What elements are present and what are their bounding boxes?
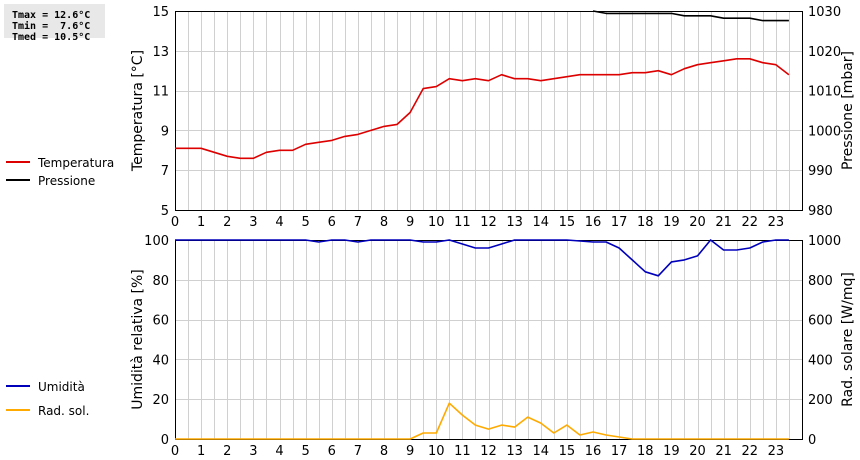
p1-y-right-label: Pressione [mbar] xyxy=(840,51,856,170)
p2-y-left-label: Umidità relativa [%] xyxy=(130,269,146,410)
p1-x-tick-label: 22 xyxy=(741,215,758,230)
p1-x-tick-label: 6 xyxy=(328,215,336,230)
p1-x-tick-label: 10 xyxy=(428,215,445,230)
p1-y-left-tick-label: 13 xyxy=(152,45,169,60)
p1-x-tick-label: 11 xyxy=(454,215,471,230)
p1-x-tick-label: 19 xyxy=(663,215,680,230)
p2-x-tick-label: 2 xyxy=(223,444,231,459)
p2-frame xyxy=(175,240,803,440)
p1-y-left-tick-label: 15 xyxy=(152,5,169,20)
p2-y-right-tick-label: 800 xyxy=(808,274,833,289)
p2-x-tick-label: 10 xyxy=(428,444,445,459)
p2-x-tick-label: 23 xyxy=(768,444,785,459)
p1-y-right-tick-label: 980 xyxy=(808,204,833,219)
p1-x-tick-label: 20 xyxy=(689,215,706,230)
p1-frame xyxy=(175,11,803,211)
p2-x-tick-label: 17 xyxy=(611,444,628,459)
p1-x-tick-label: 13 xyxy=(506,215,523,230)
p1-legend-label-pressione: Pressione xyxy=(38,174,95,188)
p1-x-tick-label: 2 xyxy=(223,215,231,230)
p2-x-tick-label: 11 xyxy=(454,444,471,459)
p2-y-right-tick-label: 400 xyxy=(808,353,833,368)
p1-y-left-tick-label: 7 xyxy=(161,164,169,179)
p1-x-tick-label: 21 xyxy=(715,215,732,230)
p2-legend-label-rad-sol: Rad. sol. xyxy=(38,404,89,418)
p2-y-right-label: Rad. solare [W/mq] xyxy=(840,272,856,407)
p2-x-tick-label: 20 xyxy=(689,444,706,459)
p1-y-left-tick-label: 5 xyxy=(161,204,169,219)
p2-y-right-tick-label: 200 xyxy=(808,393,833,408)
p2-x-tick-label: 9 xyxy=(406,444,414,459)
p2-legend-label-umidit: Umidità xyxy=(38,380,85,394)
p2-umidit-line xyxy=(175,239,789,277)
p1-x-tick-label: 12 xyxy=(480,215,497,230)
stats-box: Tmax = 12.6°C Tmin = 7.6°C Tmed = 10.5°C xyxy=(4,4,105,43)
p1-y-right-tick-label: 1030 xyxy=(808,5,841,20)
p1-pressione-line xyxy=(592,10,789,22)
p2-x-tick-label: 3 xyxy=(249,444,257,459)
p2-y-left-tick-label: 0 xyxy=(161,433,169,448)
p1-x-tick-label: 0 xyxy=(171,215,179,230)
p1-y-right-tick-label: 1010 xyxy=(808,85,841,100)
p1-x-tick-label: 18 xyxy=(637,215,654,230)
p1-x-tick-label: 9 xyxy=(406,215,414,230)
p1-x-tick-label: 17 xyxy=(611,215,628,230)
p2-x-tick-label: 7 xyxy=(354,444,362,459)
p2-x-tick-label: 16 xyxy=(585,444,602,459)
p1-x-tick-label: 15 xyxy=(559,215,576,230)
p2-y-left-tick-label: 80 xyxy=(152,274,169,289)
p2-x-tick-label: 15 xyxy=(559,444,576,459)
p1-temperatura-line xyxy=(175,57,790,160)
p2-y-right-tick-label: 1000 xyxy=(808,234,841,249)
p1-x-tick-label: 3 xyxy=(249,215,257,230)
p1-x-tick-label: 16 xyxy=(585,215,602,230)
p1-x-tick-label: 4 xyxy=(275,215,283,230)
p2-x-tick-label: 22 xyxy=(741,444,758,459)
p1-x-tick-label: 8 xyxy=(380,215,388,230)
p2-x-tick-label: 13 xyxy=(506,444,523,459)
p1-y-right-tick-label: 990 xyxy=(808,164,833,179)
p1-plot: 0 1 2 3 4 5 6 7 8 9 10 11 12 13 14 15 16 17 18 19 20 21 22 2315… xyxy=(6,5,856,230)
p2-y-left-tick-label: 60 xyxy=(152,314,169,329)
tmax-text: Tmax = 12.6°C xyxy=(12,10,91,21)
p2-plot: 0 1 2 3 4 5 6 7 8 9 10 11 12 13 14 15 16 17 18 19 20 21 22 2310… xyxy=(6,234,856,459)
p2-x-tick-label: 21 xyxy=(715,444,732,459)
p1-y-left-tick-label: 9 xyxy=(161,124,169,139)
p2-x-tick-label: 6 xyxy=(328,444,336,459)
p1-y-right-tick-label: 1020 xyxy=(808,45,841,60)
tmed-text: Tmed = 10.5°C xyxy=(12,32,91,43)
p2-y-left-tick-label: 40 xyxy=(152,353,169,368)
p2-y-left-tick-label: 100 xyxy=(144,234,169,249)
p1-y-left-tick-label: 11 xyxy=(152,85,169,100)
p2-x-tick-label: 5 xyxy=(301,444,309,459)
p1-y-right-tick-label: 1000 xyxy=(808,124,841,139)
p2-y-left-tick-label: 20 xyxy=(152,393,169,408)
p1-legend-label-temperatura: Temperatura xyxy=(37,156,114,170)
p2-y-right-tick-label: 600 xyxy=(808,314,833,329)
p1-x-tick-label: 7 xyxy=(354,215,362,230)
p2-x-tick-label: 12 xyxy=(480,444,497,459)
p2-x-tick-label: 0 xyxy=(171,444,179,459)
p2-y-right-tick-label: 0 xyxy=(808,433,816,448)
p2-x-tick-label: 8 xyxy=(380,444,388,459)
p2-x-tick-label: 14 xyxy=(532,444,549,459)
p2-rad-sol-line xyxy=(175,402,789,440)
p1-y-left-label: Temperatura [°C] xyxy=(130,50,146,172)
p1-x-tick-label: 14 xyxy=(532,215,549,230)
p2-x-tick-label: 18 xyxy=(637,444,654,459)
p1-x-tick-label: 23 xyxy=(768,215,785,230)
p1-x-tick-label: 1 xyxy=(197,215,205,230)
tmin-text: Tmin = 7.6°C xyxy=(12,21,91,32)
p2-x-tick-label: 4 xyxy=(275,444,283,459)
p1-x-tick-label: 5 xyxy=(301,215,309,230)
p2-x-tick-label: 19 xyxy=(663,444,680,459)
p2-x-tick-label: 1 xyxy=(197,444,205,459)
